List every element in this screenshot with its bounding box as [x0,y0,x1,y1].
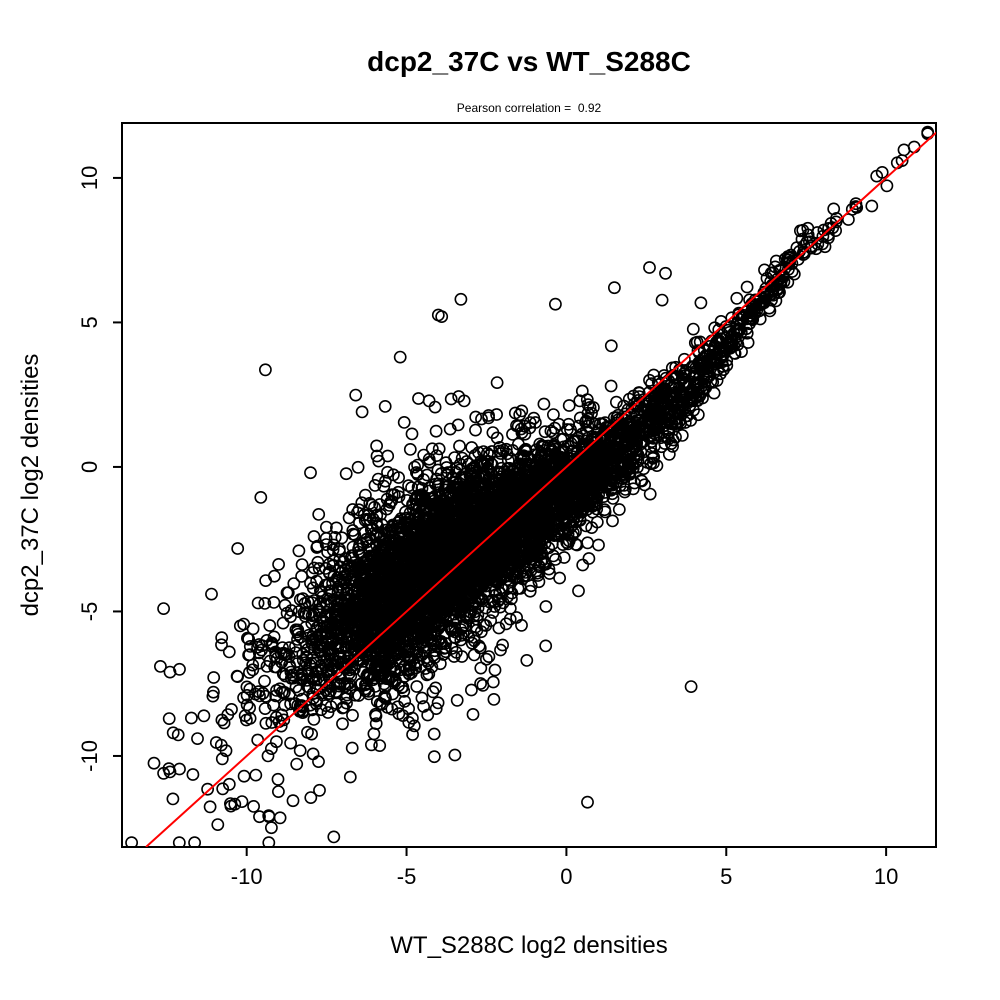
plot-subtitle: Pearson correlation = 0.92 [457,101,602,115]
y-tick-label: 10 [77,166,102,190]
y-tick-label: -10 [77,740,102,772]
x-tick-label: -5 [397,864,417,889]
x-tick-label: 0 [560,864,572,889]
y-tick-label: 5 [77,316,102,328]
identity-line [145,131,936,847]
y-tick-label: 0 [77,461,102,473]
y-axis-ticks: -10 -5 0 5 10 [77,166,122,772]
scatter-points [125,125,935,847]
plot-box [121,122,937,848]
plot-title: dcp2_37C vs WT_S288C [367,46,691,77]
x-tick-label: 10 [874,864,898,889]
outlier-points [147,143,911,824]
y-tick-label: -5 [77,602,102,622]
x-axis-label: WT_S288C log2 densities [390,932,667,959]
x-tick-label: -10 [231,864,263,889]
y-axis-label: dcp2_37C log2 densities [17,354,44,617]
x-tick-label: 5 [720,864,732,889]
x-axis-ticks: -10 -5 0 5 10 [231,847,898,889]
